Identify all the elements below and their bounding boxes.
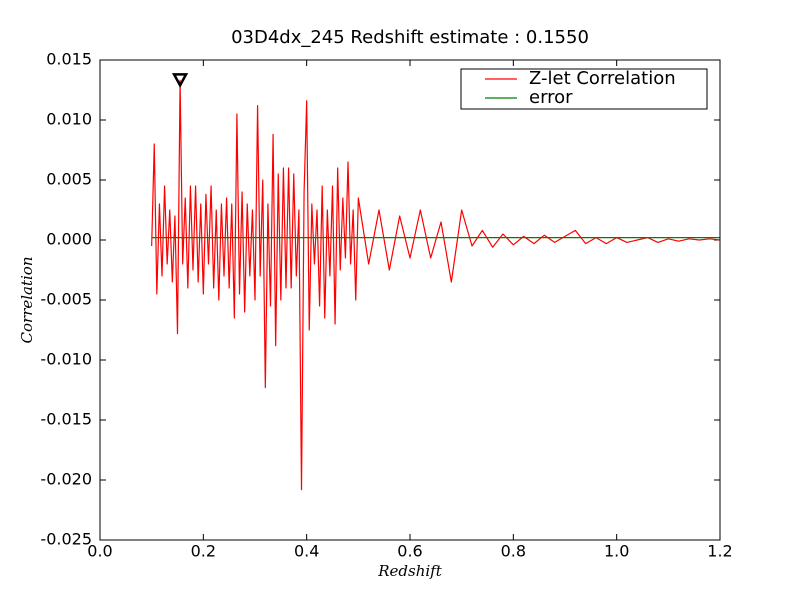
y-tick-label: 0.010 bbox=[46, 110, 92, 129]
x-tick-label: 0.8 bbox=[501, 542, 526, 561]
x-tick-label: 1.0 bbox=[604, 542, 629, 561]
y-tick-label: 0.005 bbox=[46, 170, 92, 189]
y-tick-label: -0.020 bbox=[40, 470, 92, 489]
legend-box bbox=[460, 68, 708, 110]
x-tick-label: 0.0 bbox=[87, 542, 112, 561]
x-tick-label: 0.6 bbox=[397, 542, 422, 561]
y-tick-label: 0.015 bbox=[46, 50, 92, 69]
x-tick-label: 0.4 bbox=[294, 542, 319, 561]
y-tick-label: -0.015 bbox=[40, 410, 92, 429]
plot-frame bbox=[99, 59, 721, 541]
legend-label: error bbox=[529, 87, 573, 108]
x-tick-label: 1.2 bbox=[707, 542, 732, 561]
x-axis-label: Redshift bbox=[377, 562, 442, 580]
y-tick-label: -0.010 bbox=[40, 350, 92, 369]
y-tick-label: -0.025 bbox=[40, 530, 92, 549]
y-tick-label: -0.005 bbox=[40, 290, 92, 309]
y-tick-label: 0.000 bbox=[46, 230, 92, 249]
x-tick-label: 0.2 bbox=[191, 542, 216, 561]
chart-title: 03D4dx_245 Redshift estimate : 0.1550 bbox=[231, 27, 589, 48]
legend-label: Z-let Correlation bbox=[529, 68, 676, 89]
y-axis-label: Correlation bbox=[18, 257, 36, 344]
peak-marker bbox=[171, 73, 189, 89]
